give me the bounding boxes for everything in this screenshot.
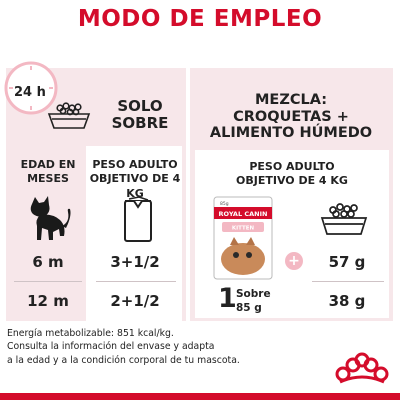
peso-solo-header: PESO ADULTO OBJETIVO DE 4 KG (89, 158, 181, 200)
croquetas-12m: 38 g (328, 292, 366, 310)
mezcla-sobre-count: 1 (218, 283, 237, 314)
peso-mezcla-header: PESO ADULTO OBJETIVO DE 4 KG (236, 160, 348, 188)
page-title: MODO DE EMPLEO (77, 6, 323, 32)
product-pouch-icon: ROYAL CANIN KITTEN 85g (213, 196, 273, 280)
solo-sobres-12m: 2+1/2 (110, 292, 160, 310)
edad-12m: 12 m (27, 292, 69, 310)
kibble-bowl-icon (320, 203, 368, 235)
pouch-variant: KITTEN (232, 226, 255, 232)
mezcla-sobre-label: Sobre 85 g (236, 288, 271, 314)
pouch-weight-tag: 85g (220, 201, 229, 207)
food-bowl-icon (47, 102, 91, 129)
row-sep-mezcla (312, 281, 384, 282)
pouch-brand: ROYAL CANIN (219, 210, 268, 218)
royal-canin-crown-icon (335, 352, 389, 384)
edad-6m: 6 m (32, 253, 64, 271)
clock-icon (4, 61, 58, 115)
edad-header: EDAD EN MESES (20, 158, 76, 186)
croquetas-6m: 57 g (328, 253, 366, 271)
plus-icon: + (285, 252, 303, 270)
footer-note: Energía metabolizable: 851 kcal/kg. Cons… (7, 328, 240, 366)
kitten-icon (30, 196, 71, 240)
bottom-red-bar (0, 393, 400, 400)
row-sep-left (14, 281, 82, 282)
mezcla-heading: MEZCLA: CROQUETAS + ALIMENTO HÚMEDO (209, 92, 373, 142)
solo-heading: SOLO SOBRE (111, 97, 169, 133)
pouch-icon (124, 196, 152, 242)
row-sep-solo (96, 281, 176, 282)
clock-label: 24 h (14, 85, 46, 100)
solo-sobres-6m: 3+1/2 (110, 253, 160, 271)
